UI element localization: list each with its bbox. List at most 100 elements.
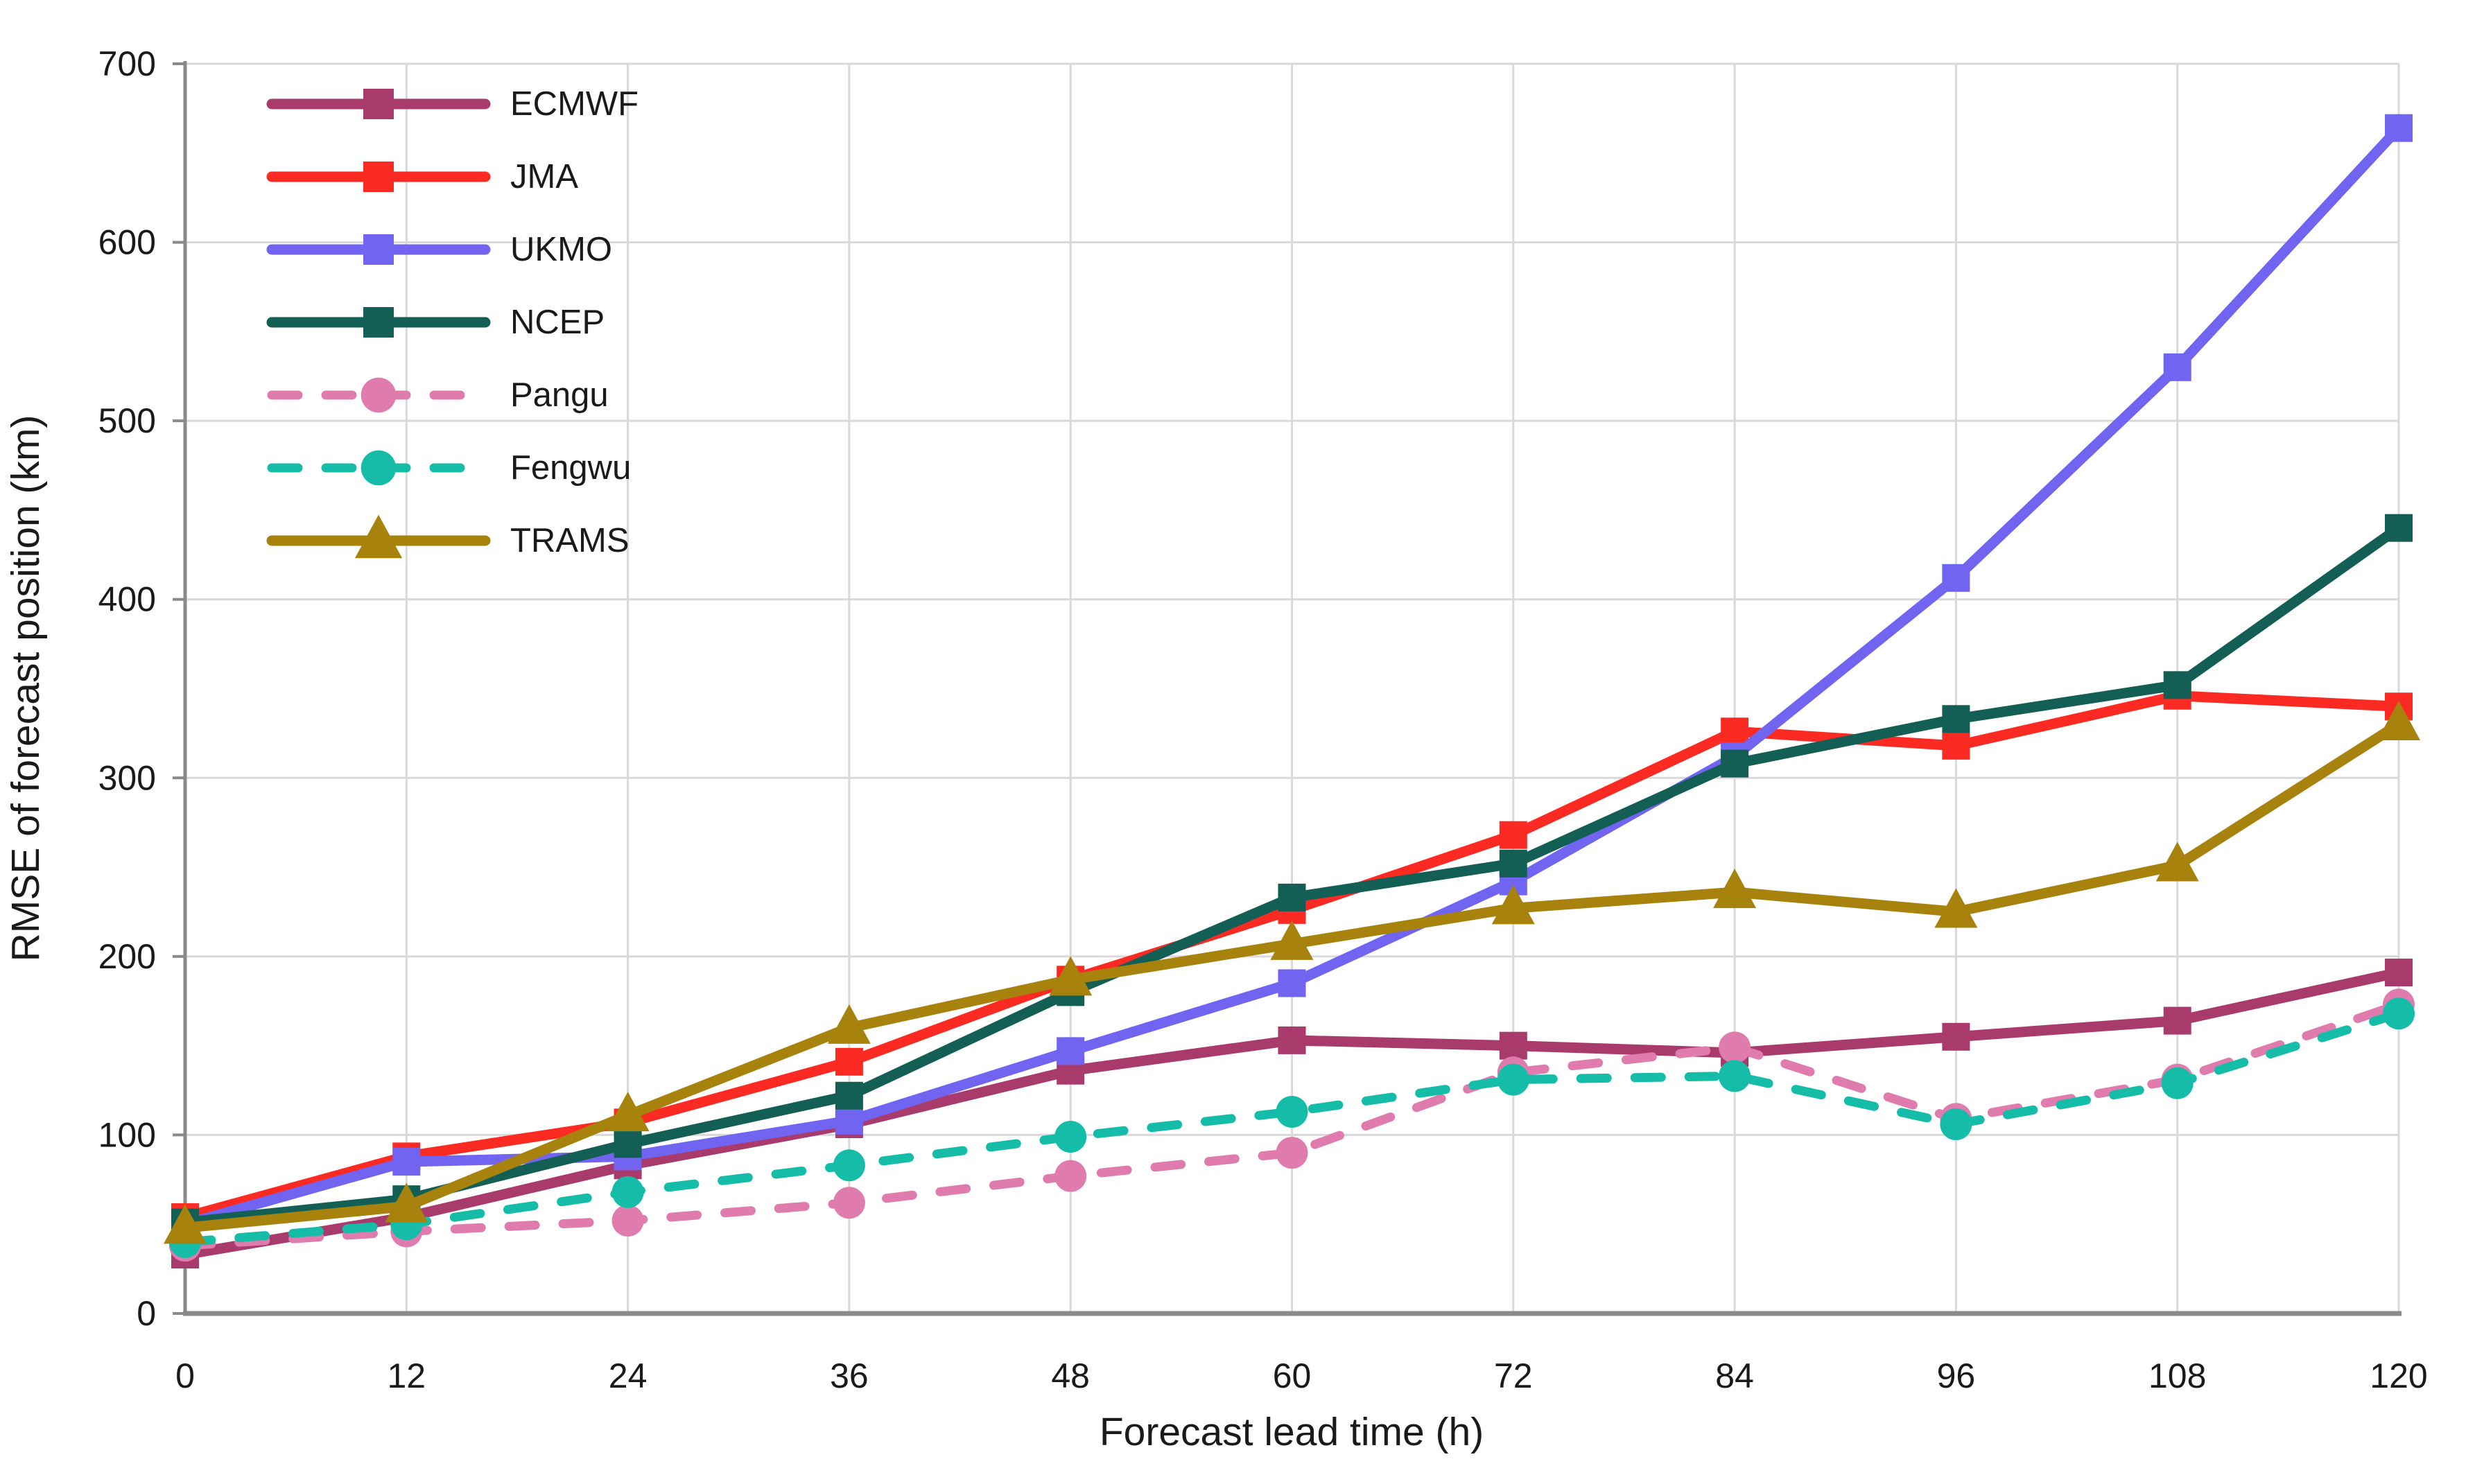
y-tick-label: 100 (98, 1115, 156, 1154)
legend-item-trams: TRAMS (266, 514, 629, 559)
series-trams (164, 701, 2420, 1244)
x-tick-label: 120 (2370, 1356, 2427, 1395)
legend-label: Pangu (510, 376, 609, 414)
data-point-square (363, 162, 394, 192)
data-point-triangle (606, 1092, 650, 1132)
data-point-triangle (827, 1004, 871, 1044)
data-point-square (1942, 705, 1970, 733)
y-axis-title: RMSE of forecast position (km) (3, 415, 48, 962)
data-point-square (363, 234, 394, 265)
data-point-square (1499, 849, 1527, 878)
x-tick-label: 36 (830, 1356, 869, 1395)
data-point-square (1278, 883, 1306, 911)
y-tick-label: 700 (98, 44, 156, 83)
data-point-circle (2161, 1067, 2194, 1099)
data-point-circle (1719, 1060, 1751, 1092)
data-point-square (1721, 749, 1749, 778)
legend-label: TRAMS (510, 522, 629, 559)
data-point-square (2163, 671, 2191, 699)
data-point-triangle (385, 1182, 428, 1223)
y-tick-label: 600 (98, 223, 156, 262)
series-group (164, 114, 2420, 1269)
legend-item-jma: JMA (266, 158, 578, 195)
data-point-square (835, 1081, 863, 1110)
y-tick-label: 400 (98, 580, 156, 619)
y-tick-label: 0 (137, 1294, 156, 1333)
legend-label: ECMWF (510, 85, 639, 123)
legend-item-ukmo: UKMO (266, 231, 612, 268)
data-point-square (392, 1148, 421, 1176)
data-point-square (1057, 1037, 1085, 1065)
legend-item-pangu: Pangu (267, 376, 609, 414)
x-tick-label: 72 (1494, 1356, 1533, 1395)
data-point-triangle (1934, 888, 1978, 928)
data-point-square (363, 307, 394, 338)
data-point-triangle (1713, 868, 1757, 909)
legend-item-fengwu: Fengwu (267, 449, 631, 487)
x-tick-label: 84 (1715, 1356, 1754, 1395)
data-point-square (1499, 821, 1527, 849)
data-point-square (1721, 717, 1749, 746)
legend-label: UKMO (510, 231, 612, 268)
data-point-square (1942, 564, 1970, 592)
legend-item-ncep: NCEP (266, 304, 605, 341)
gridlines (185, 62, 2400, 1315)
legend-item-ecmwf: ECMWF (266, 85, 639, 123)
data-point-circle (1054, 1160, 1087, 1192)
data-point-square (2385, 959, 2413, 987)
data-point-circle (1276, 1095, 1308, 1128)
x-tick-label: 24 (609, 1356, 648, 1395)
data-point-triangle (2377, 701, 2420, 741)
data-point-square (2385, 114, 2413, 142)
data-point-triangle (164, 1204, 207, 1244)
axes (173, 61, 2402, 1316)
data-point-triangle (1270, 920, 1314, 960)
y-tick-label: 500 (98, 401, 156, 440)
data-point-circle (1054, 1121, 1087, 1153)
y-tick-label: 300 (98, 758, 156, 797)
data-point-square (2163, 353, 2191, 381)
data-point-square (614, 1130, 642, 1158)
data-point-circle (1497, 1063, 1529, 1096)
x-tick-label: 96 (1937, 1356, 1976, 1395)
data-point-square (1942, 1022, 1970, 1051)
x-tick-label: 108 (2148, 1356, 2206, 1395)
data-point-triangle (1491, 884, 1535, 925)
data-point-square (363, 89, 394, 119)
legend: ECMWF JMA UKMO NCEP Pangu Fengwu TRAMS (266, 85, 639, 559)
data-point-square (2385, 514, 2413, 542)
series-line-fengwu (180, 1009, 2404, 1247)
y-tick-labels: 0 100 200 300 400 500 600 700 (98, 44, 156, 1333)
data-point-circle (2383, 997, 2415, 1030)
data-point-square (835, 1047, 863, 1076)
data-point-square (2163, 1006, 2191, 1035)
data-point-circle (1719, 1031, 1751, 1064)
data-point-triangle (1049, 956, 1093, 996)
x-tick-label: 12 (387, 1356, 426, 1395)
data-point-square (1278, 969, 1306, 997)
data-point-square (1499, 1031, 1527, 1060)
x-tick-labels: 0 12 24 36 48 60 72 84 96 108 120 (175, 1356, 2428, 1395)
legend-label: NCEP (510, 304, 605, 341)
x-tick-label: 48 (1051, 1356, 1090, 1395)
data-point-square (1278, 1026, 1306, 1054)
data-point-square (1942, 731, 1970, 760)
data-point-circle (611, 1176, 644, 1208)
data-point-circle (1940, 1108, 1972, 1140)
data-point-circle (1276, 1137, 1308, 1169)
data-point-circle (611, 1205, 644, 1237)
data-point-circle (833, 1149, 865, 1182)
data-point-circle (833, 1187, 865, 1219)
x-tick-label: 0 (175, 1356, 195, 1395)
data-point-square (835, 1106, 863, 1135)
data-point-triangle (2155, 841, 2199, 882)
x-tick-label: 60 (1273, 1356, 1312, 1395)
legend-label: JMA (510, 158, 578, 195)
x-axis-title: Forecast lead time (h) (1100, 1410, 1484, 1454)
data-point-circle (361, 450, 397, 486)
y-tick-label: 200 (98, 937, 156, 976)
legend-label: Fengwu (510, 449, 631, 487)
data-point-circle (361, 377, 397, 413)
